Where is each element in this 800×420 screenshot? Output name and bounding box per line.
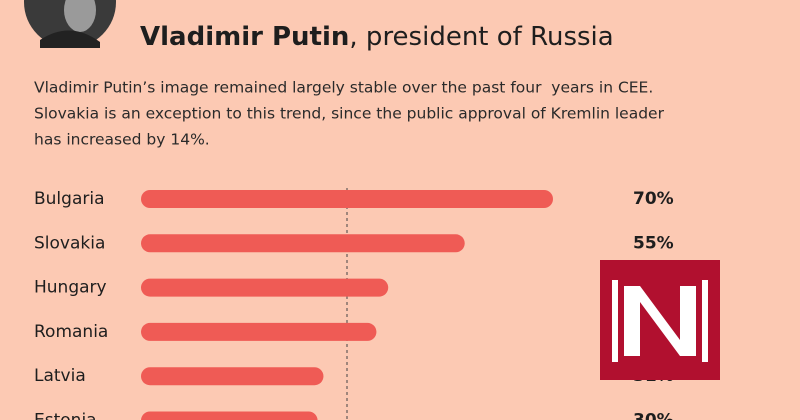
description-line: Slovakia is an exception to this trend, …: [34, 105, 665, 123]
value-label: 70%: [633, 189, 674, 209]
title-role: , president of Russia: [349, 22, 613, 52]
category-label: Latvia: [34, 366, 86, 386]
description: Vladimir Putin’s image remained largely …: [34, 79, 665, 149]
bar: [141, 190, 553, 208]
category-label: Hungary: [34, 278, 107, 298]
bar: [141, 367, 324, 386]
portrait: [24, 0, 116, 48]
bar: [141, 278, 389, 297]
category-label: Slovakia: [34, 233, 105, 253]
bar: [141, 234, 465, 253]
description-line: has increased by 14%.: [34, 131, 210, 149]
value-label: 30%: [633, 411, 674, 420]
bar: [141, 322, 377, 341]
value-label: 55%: [633, 233, 674, 253]
bar: [141, 411, 318, 420]
category-label: Bulgaria: [34, 189, 105, 209]
category-label: Estonia: [34, 411, 97, 420]
category-label: Romania: [34, 322, 108, 342]
description-line: Vladimir Putin’s image remained largely …: [34, 79, 653, 97]
logo: [600, 260, 720, 380]
title-name: Vladimir Putin: [140, 22, 349, 52]
chart-title: Vladimir Putin, president of Russia: [140, 22, 614, 52]
